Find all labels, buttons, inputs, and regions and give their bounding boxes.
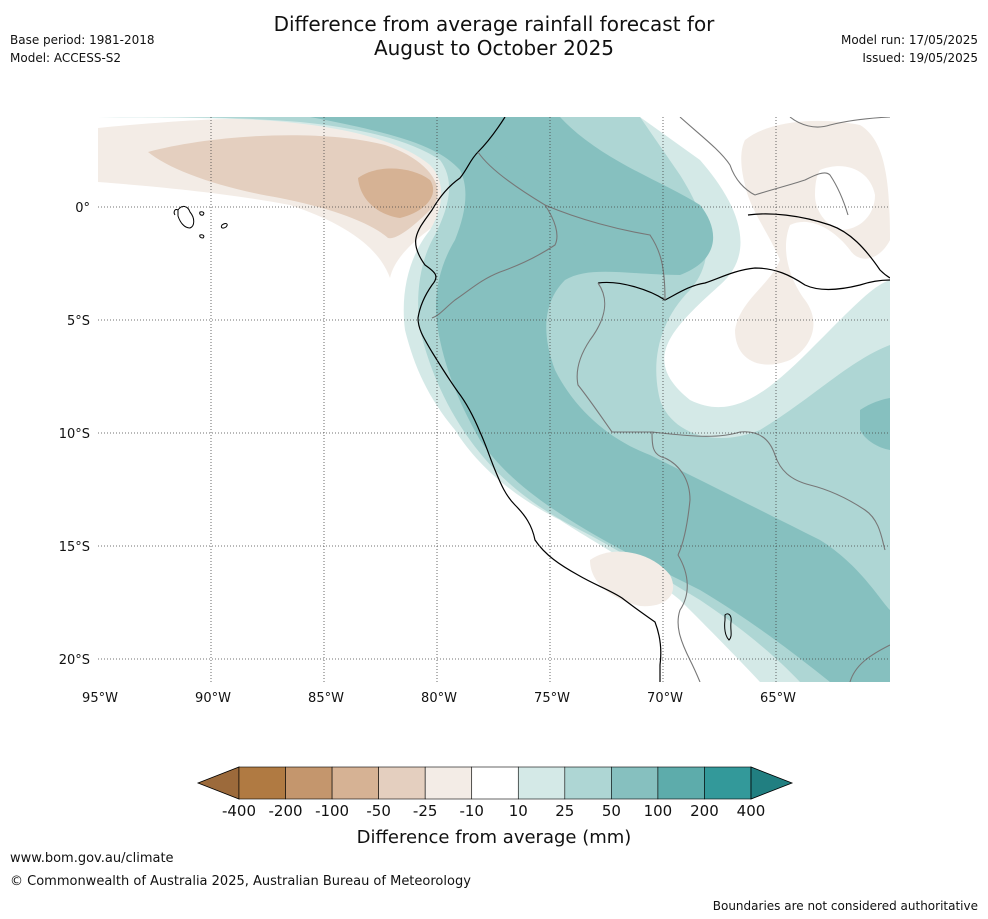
caribbean-coast xyxy=(747,213,890,279)
colorbar-tick-label: 50 xyxy=(602,802,621,820)
colorbar-tick-label: 25 xyxy=(555,802,574,820)
base-period-label: Base period: 1981-2018 xyxy=(10,33,155,47)
colorbar-swatch xyxy=(331,766,379,800)
title-line-1: Difference from average rainfall forecas… xyxy=(273,12,715,36)
colorbar-tick-label: -25 xyxy=(413,802,438,820)
lat-label: 20°S xyxy=(59,653,90,668)
dry-patch-south xyxy=(590,551,674,607)
wet-zone-100-east xyxy=(860,398,890,450)
title-line-2: August to October 2025 xyxy=(373,36,615,60)
colorbar-tick-label: 200 xyxy=(690,802,719,820)
lon-label: 75°W xyxy=(534,691,570,706)
colorbar: -400 -200 -100 -50 -25 -10 10 25 50 100 200 400 xyxy=(196,766,794,820)
meta-left: Base period: 1981-2018 Model: ACCESS-S2 xyxy=(10,31,155,67)
white-hole-east xyxy=(815,166,875,230)
colorbar-swatch xyxy=(238,766,286,800)
wet-zone-mid-dark xyxy=(470,117,697,263)
longitude-labels: 95°W 90°W 85°W 80°W 75°W 70°W 65°W xyxy=(82,691,796,706)
colorbar-swatch xyxy=(611,766,659,800)
lon-label: 80°W xyxy=(421,691,457,706)
colorbar-tick-label: -100 xyxy=(315,802,349,820)
model-run-label: Model run: 17/05/2025 xyxy=(840,33,978,47)
colorbar-arrow-high xyxy=(750,766,794,800)
colorbar-tick-label: -200 xyxy=(269,802,303,820)
map-title: Difference from average rainfall forecas… xyxy=(0,12,988,60)
graticule xyxy=(98,117,890,682)
model-label: Model: ACCESS-S2 xyxy=(10,51,122,65)
wet-zone-50 xyxy=(310,117,890,682)
lake-titicaca xyxy=(724,613,732,641)
lon-label: 85°W xyxy=(308,691,344,706)
colorbar-tick-label: -50 xyxy=(366,802,391,820)
boundary-disclaimer: Boundaries are not considered authoritat… xyxy=(712,899,978,913)
lat-label: 5°S xyxy=(67,314,90,329)
colorbar-tick-label: 100 xyxy=(644,802,673,820)
lat-label: 0° xyxy=(75,201,90,216)
colorbar-swatch xyxy=(424,766,473,800)
latitude-labels: 0° 5°S 10°S 15°S 20°S xyxy=(59,201,90,668)
colorbar-tick-label: -400 xyxy=(222,802,256,820)
source-url: www.bom.gov.au/climate xyxy=(10,851,174,866)
colorbar-arrow-low xyxy=(196,766,240,800)
dry-zone-mid xyxy=(148,135,438,239)
colorbar-swatch xyxy=(471,766,519,800)
colorbar-swatch xyxy=(517,766,566,800)
lon-label: 70°W xyxy=(647,691,683,706)
colorbar-tick-label: -10 xyxy=(459,802,484,820)
colorbar-swatch xyxy=(704,766,752,800)
lon-label: 65°W xyxy=(760,691,796,706)
rainfall-anomaly-layer xyxy=(98,117,890,682)
lat-label: 10°S xyxy=(59,427,90,442)
lat-label: 15°S xyxy=(59,540,90,555)
colorbar-swatch xyxy=(378,766,426,800)
colorbar-swatch xyxy=(564,766,612,800)
coastline xyxy=(415,117,662,682)
colorbar-swatch xyxy=(657,766,705,800)
lon-label: 95°W xyxy=(82,691,118,706)
meta-right: Model run: 17/05/2025 Issued: 19/05/2025 xyxy=(841,31,978,67)
copyright-notice: © Commonwealth of Australia 2025, Austra… xyxy=(10,874,471,889)
lon-label: 90°W xyxy=(195,691,231,706)
colorbar-swatch xyxy=(285,766,333,800)
colorbar-title: Difference from average (mm) xyxy=(357,827,632,848)
colorbar-tick-label: 10 xyxy=(509,802,528,820)
country-borders xyxy=(431,117,890,682)
issued-label: Issued: 19/05/2025 xyxy=(862,51,978,65)
dry-zone-core xyxy=(358,168,434,218)
colorbar-tick-label: 400 xyxy=(737,802,766,820)
